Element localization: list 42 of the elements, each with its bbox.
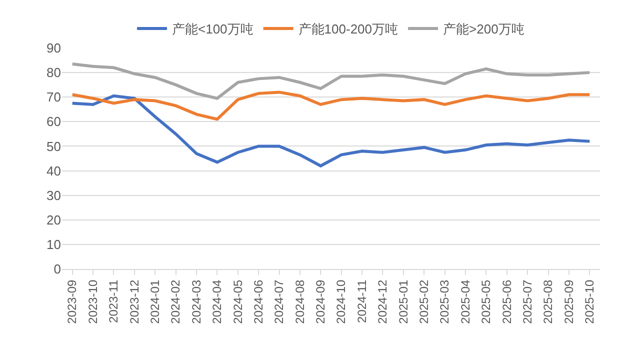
x-tick-label: 2024-04	[210, 279, 224, 324]
x-tick-label: 2024-11	[354, 279, 369, 323]
y-tick-label: 80	[46, 65, 61, 80]
y-tick-label: 20	[46, 212, 61, 228]
y-tick-label: 0	[54, 262, 61, 277]
y-tick-label: 60	[46, 114, 61, 130]
legend-label: 产能100-200万吨	[298, 22, 398, 37]
x-tick-label: 2025-02	[417, 279, 432, 324]
x-tick-label: 2025-01	[396, 279, 410, 324]
y-tick-label: 30	[46, 188, 61, 203]
x-tick-label: 2024-07	[272, 279, 286, 324]
x-tick-label: 2025-08	[541, 279, 556, 324]
line-series	[70, 94, 592, 168]
x-tick-label: 2023-09	[65, 279, 80, 324]
x-tick-label: 2025-05	[479, 279, 494, 324]
x-tick-label: 2024-06	[251, 279, 266, 324]
x-tick-label: 2025-09	[562, 279, 576, 324]
y-tick-label: 70	[46, 90, 61, 105]
x-tick-label: 2023-11	[106, 279, 121, 323]
line-series	[70, 90, 592, 121]
x-tick-label: 2025-03	[438, 279, 452, 324]
x-tick-label: 2024-10	[334, 279, 348, 324]
x-tick-label: 2023-12	[127, 279, 142, 324]
y-tick-label: 40	[46, 163, 61, 178]
x-tick-label: 2024-09	[314, 279, 328, 324]
x-tick-label: 2025-04	[458, 279, 472, 324]
legend-label: 产能>200万吨	[443, 22, 524, 37]
x-tick-label: 2024-02	[168, 279, 183, 324]
y-tick-label: 10	[46, 236, 61, 252]
x-tick-label: 2024-01	[148, 279, 162, 324]
x-tick-label: 2024-03	[189, 279, 204, 324]
legend-label: 产能<100万吨	[172, 22, 254, 37]
x-tick-label: 2025-06	[500, 279, 514, 324]
x-tick-label: 2025-07	[520, 279, 534, 324]
x-tick-label: 2024-05	[230, 279, 245, 324]
line-series	[70, 62, 592, 100]
x-tick-label: 2024-12	[376, 279, 390, 324]
y-tick-label: 90	[46, 40, 61, 56]
x-tick-label: 2025-10	[582, 279, 597, 324]
x-tick-label: 2024-08	[292, 279, 307, 324]
x-tick-label: 2023-10	[86, 279, 100, 324]
y-tick-label: 50	[46, 138, 61, 154]
